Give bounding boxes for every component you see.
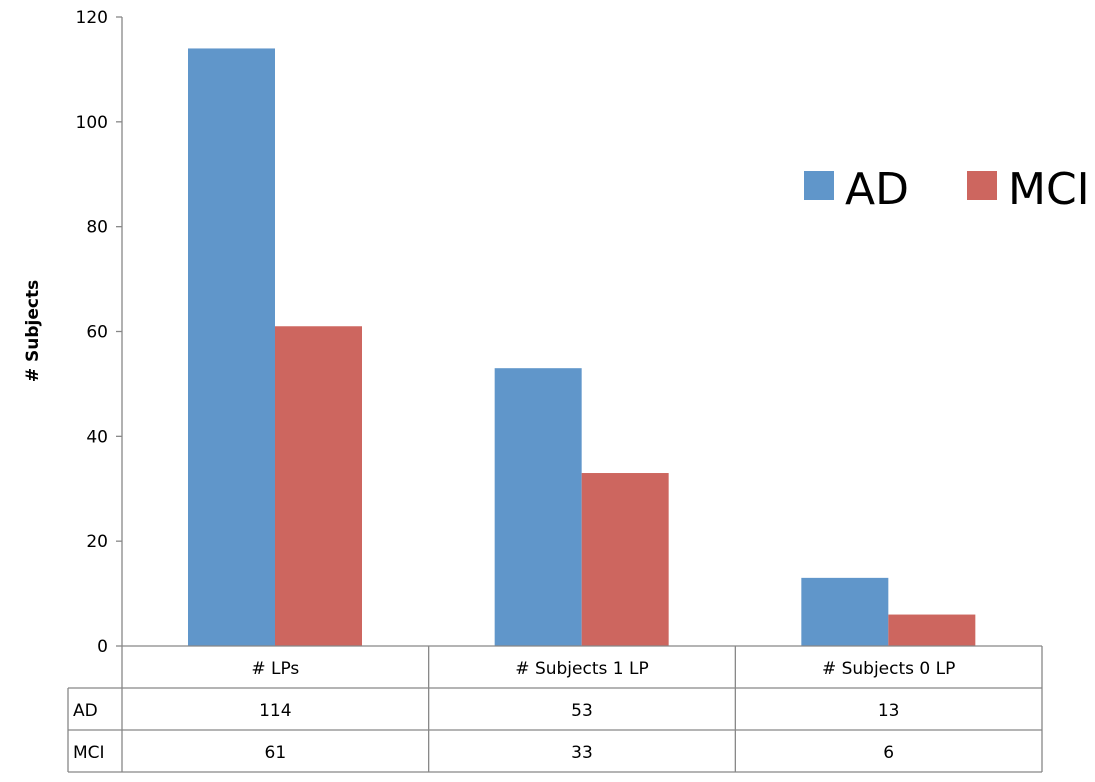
y-tick-label: 20: [86, 532, 108, 552]
bar-mci-1: [581, 473, 669, 646]
category-label-1: # Subjects 1 LP: [515, 659, 648, 679]
bar-ad-2: [801, 577, 889, 646]
y-tick-label: 120: [76, 8, 108, 28]
y-tick-label: 60: [86, 323, 108, 343]
y-tick-label: 100: [76, 113, 108, 133]
legend-label-ad: AD: [845, 164, 909, 215]
table-cell-ad-1: 53: [571, 701, 593, 721]
bar-mci-2: [888, 614, 976, 646]
table-cell-mci-1: 33: [571, 743, 593, 763]
data-table: # LPs # Subjects 1 LP # Subjects 0 LP AD 114…: [67, 645, 1043, 773]
bar-ad-1: [494, 368, 582, 646]
bars-layer: [188, 48, 976, 646]
table-cell-mci-2: 6: [883, 743, 894, 763]
bar-ad-0: [188, 48, 275, 646]
legend-label-mci: MCI: [1008, 164, 1090, 215]
category-label-0: # LPs: [251, 659, 299, 679]
y-tick-label: 40: [86, 427, 108, 447]
table-row-label: AD: [73, 701, 98, 721]
legend-swatch-mci: [967, 171, 997, 200]
legend: AD MCI: [804, 164, 1090, 215]
table-row-key-ad: [70, 692, 77, 726]
table-cell-ad-0: 114: [259, 701, 291, 721]
y-axis: 0 20 40 60 80 100 120: [76, 8, 123, 657]
table-cell-mci-0: 61: [265, 743, 287, 763]
y-axis-label: # Subjects: [23, 280, 43, 382]
bar-mci-0: [275, 326, 362, 646]
category-label-2: # Subjects 0 LP: [822, 659, 955, 679]
y-tick-label: 80: [86, 218, 108, 238]
legend-swatch-ad: [804, 171, 834, 200]
table-row-label: MCI: [73, 743, 105, 763]
table-row-key-mci: [70, 734, 77, 768]
table-cell-ad-2: 13: [878, 701, 900, 721]
y-tick-label: 0: [97, 637, 108, 657]
